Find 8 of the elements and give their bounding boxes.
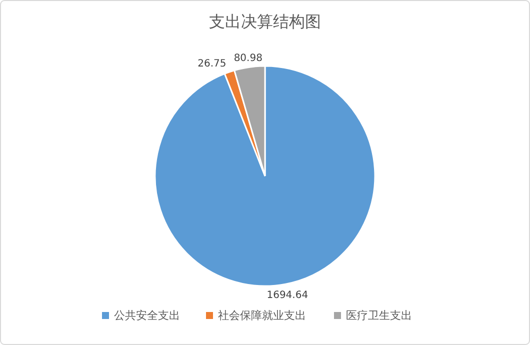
chart-title: 支出决算结构图	[209, 12, 321, 31]
data-label: 1694.64	[266, 290, 308, 301]
legend-label: 公共安全支出	[114, 309, 180, 322]
data-label: 80.98	[234, 53, 262, 64]
pie-slice	[154, 65, 376, 287]
legend-label: 社会保障就业支出	[218, 309, 306, 322]
data-label: 26.75	[198, 58, 226, 70]
legend-label: 医疗卫生支出	[346, 309, 412, 322]
